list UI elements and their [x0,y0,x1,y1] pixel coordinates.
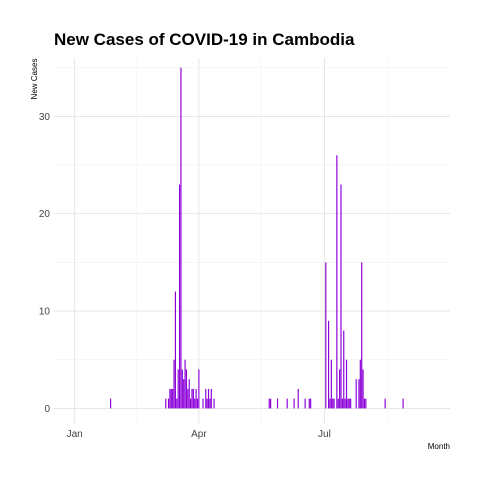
bar [384,398,386,409]
bar [341,398,343,409]
bar [355,379,357,409]
bar [276,398,279,409]
bar [345,359,348,409]
bar [286,398,288,409]
x-tick-label: Jul [318,429,331,440]
bar [332,398,334,409]
bar [196,398,199,409]
bar [343,330,345,409]
bar [210,388,212,409]
bar [344,398,346,409]
bar [270,398,272,409]
x-tick-label: Apr [191,429,207,440]
bar [192,388,194,409]
bar [358,379,360,409]
bar [187,388,189,409]
bar [362,369,364,409]
bar [165,398,167,409]
bar [325,262,327,409]
bar [172,388,174,409]
bar [213,398,215,409]
chart-title: New Cases of COVID-19 in Cambodia [54,30,355,49]
bar [304,398,306,409]
bar [310,398,312,409]
bar [170,388,172,409]
y-tick-label: 30 [39,112,51,123]
bar [268,398,270,409]
bar [181,369,183,409]
y-tick-label: 0 [44,404,50,415]
bar [340,184,342,409]
bar [185,369,188,409]
bar [191,388,193,409]
bar [176,398,178,409]
bar [402,398,404,409]
bar [365,398,367,409]
bar [336,155,338,409]
y-tick-label: 10 [39,307,51,318]
bar [188,379,190,409]
bar [329,398,331,409]
bar [177,369,179,409]
bar [184,359,186,409]
bar [206,398,208,409]
x-axis-label: Month [428,442,450,451]
bar [198,369,200,409]
bar [293,398,295,409]
bar [178,184,181,409]
bar [347,398,349,409]
bar [169,388,171,409]
bar [173,359,175,409]
bar [327,320,330,409]
bar [333,398,335,409]
bar [361,262,363,409]
tick-labels: 0 10 20 30 Jan Apr Jul [39,112,331,440]
bar [207,388,210,409]
bar [167,398,170,409]
bar [350,398,352,409]
y-axis-label: New Cases [30,59,39,100]
bar [195,388,197,409]
bar [174,291,177,409]
bar [339,369,341,409]
x-tick-label: Jan [67,429,83,440]
bar [109,398,112,409]
bar [183,379,185,409]
bar [363,398,366,409]
bar [359,359,361,409]
bar [337,398,339,409]
bar [190,398,192,409]
bars [109,67,404,409]
bar [297,388,299,409]
bar [205,388,207,409]
bar [209,398,211,409]
bar [308,398,310,409]
bar [194,398,196,409]
bar [330,359,332,409]
bar [180,67,182,409]
y-tick-label: 20 [39,209,51,220]
grid-lines [54,58,450,423]
bar [348,398,350,409]
bar [202,398,204,409]
